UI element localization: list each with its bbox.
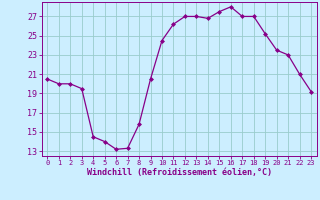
X-axis label: Windchill (Refroidissement éolien,°C): Windchill (Refroidissement éolien,°C): [87, 168, 272, 177]
